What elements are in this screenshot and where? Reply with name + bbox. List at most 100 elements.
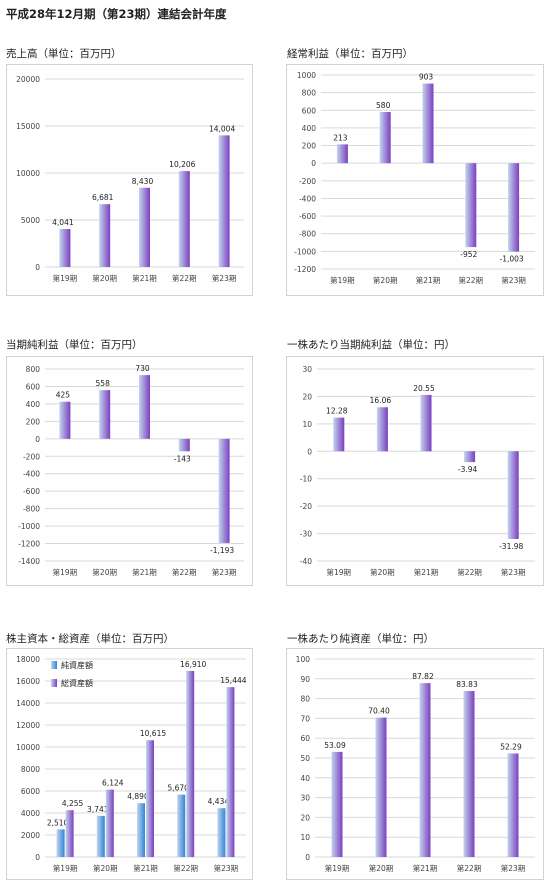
x-tick-label: 第21期 [416, 275, 441, 285]
data-label: 903 [419, 73, 434, 82]
data-label: 20.55 [413, 384, 435, 393]
data-label: 14,004 [209, 124, 235, 133]
y-tick-label: 40 [300, 774, 310, 783]
x-tick-label: 第19期 [53, 273, 78, 283]
chart-title-net-income: 当期純利益（単位：百万円） [6, 339, 143, 351]
bar-net-assets [177, 794, 186, 857]
data-label: 16,910 [180, 660, 206, 669]
bar-net-assets [217, 808, 226, 857]
chart-equity-assets: 18000 16000 14000 12000 10000 8000 6000 4000 200… [6, 648, 253, 880]
bar [419, 683, 431, 857]
data-label: 70.40 [368, 707, 390, 716]
y-tick-label: 0 [305, 853, 310, 862]
data-label: 4,255 [62, 799, 84, 808]
bar [464, 451, 476, 463]
y-tick-label: 10 [302, 420, 312, 429]
data-label: 12.28 [326, 407, 348, 416]
bar [508, 163, 520, 252]
x-tick-label: 第23期 [212, 567, 237, 577]
bar [463, 691, 475, 857]
bar [420, 394, 432, 452]
y-tick-label: -20 [300, 502, 312, 511]
y-tick-label: -800 [23, 505, 40, 514]
x-tick-label: 第20期 [92, 567, 117, 577]
x-tick-label: 第19期 [325, 863, 350, 873]
x-tick-label: 第23期 [212, 273, 237, 283]
x-tick-label: 第23期 [501, 863, 526, 873]
data-label: 87.82 [412, 672, 434, 681]
bar [139, 375, 150, 439]
data-label: 213 [333, 133, 348, 142]
x-tick-label: 第23期 [501, 567, 526, 577]
x-tick-label: 第19期 [330, 275, 355, 285]
chart-eps-svg: 30 20 10 0 -10 -20 -30 -40 12.28 16.06 20.55 -3.94 -… [300, 365, 535, 577]
chart-bps-svg: 100908070605040302010053.0970.4087.8283.… [296, 655, 535, 873]
y-tick-label: 6000 [21, 787, 40, 796]
y-tick-label: 800 [26, 365, 41, 374]
data-label: 6,681 [92, 193, 114, 202]
data-label: 3,741 [87, 805, 109, 814]
bar-net-assets [56, 829, 65, 857]
y-tick-label: 1000 [297, 71, 316, 80]
chart-bps: 100 90 80 70 60 50 40 30 20 10 0 53.09 70.40 87.82 83.… [286, 648, 544, 880]
x-tick-label: 第19期 [53, 863, 78, 873]
x-tick-label: 第21期 [132, 273, 157, 283]
chart-title-ordinary-profit: 経常利益（単位：百万円） [287, 48, 413, 60]
y-tick-label: -800 [299, 230, 316, 239]
x-tick-label: 第23期 [214, 863, 239, 873]
chart-ordinary-profit-svg: 1000 800 600 400 200 0 -200 -400 -600 -800 -1000 -1… [294, 71, 535, 285]
y-tick-label: 0 [35, 263, 40, 272]
y-tick-label: 0 [307, 447, 312, 456]
data-label: 6,124 [102, 779, 124, 788]
y-tick-label: 10000 [16, 743, 40, 752]
bar [507, 753, 519, 857]
y-tick-label: 15000 [16, 122, 40, 131]
y-tick-label: 600 [26, 382, 41, 391]
x-tick-label: 第21期 [133, 863, 158, 873]
y-tick-label: 14000 [16, 699, 40, 708]
chart-eps: 30 20 10 0 -10 -20 -30 -40 12.28 16.06 20.55 -3.94 -… [286, 356, 544, 586]
bar [376, 407, 388, 452]
y-tick-label: -1400 [18, 557, 40, 566]
y-tick-label: -40 [300, 557, 312, 566]
y-tick-label: 20000 [16, 75, 40, 84]
bar [99, 390, 111, 439]
bar [465, 163, 477, 248]
y-tick-label: 18000 [16, 655, 40, 664]
bar-net-assets [96, 815, 105, 857]
data-label: 15,444 [220, 676, 246, 685]
x-tick-label: 第21期 [132, 567, 157, 577]
bar [59, 401, 71, 439]
x-tick-label: 第22期 [457, 567, 482, 577]
data-label: 4,890 [127, 792, 149, 801]
data-label: 16.06 [370, 396, 392, 405]
data-label: -1,003 [500, 255, 524, 264]
y-tick-label: -600 [299, 212, 316, 221]
y-tick-label: -200 [299, 177, 316, 186]
y-tick-label: -30 [300, 530, 312, 539]
bar-total-assets [65, 810, 74, 857]
y-tick-label: 70 [300, 714, 310, 723]
bar [218, 438, 230, 543]
chart-sales-svg: 20000 15000 10000 5000 0 4,041 6,681 8,430 10,20… [16, 75, 244, 283]
chart-sales: 20000 15000 10000 5000 0 4,041 6,681 8,430 10,20… [6, 64, 253, 296]
x-tick-label: 第23期 [501, 275, 526, 285]
bar [333, 417, 345, 452]
data-label: 2,510 [47, 818, 69, 827]
y-tick-label: 10000 [16, 169, 40, 178]
data-label: 53.09 [324, 741, 346, 750]
x-tick-label: 第22期 [457, 863, 482, 873]
page-title: 平成28年12月期（第23期）連結会計年度 [6, 7, 227, 21]
y-tick-label: 90 [300, 675, 310, 684]
y-tick-label: 10 [300, 833, 310, 842]
y-tick-label: 0 [311, 159, 316, 168]
y-tick-label: -400 [299, 194, 316, 203]
bar [336, 144, 348, 164]
y-tick-label: -200 [23, 452, 40, 461]
x-tick-label: 第20期 [92, 273, 117, 283]
x-tick-label: 第22期 [459, 275, 484, 285]
data-label: 425 [56, 391, 71, 400]
data-label: -143 [174, 454, 191, 463]
y-tick-label: -1200 [18, 540, 40, 549]
x-tick-label: 第22期 [172, 567, 197, 577]
